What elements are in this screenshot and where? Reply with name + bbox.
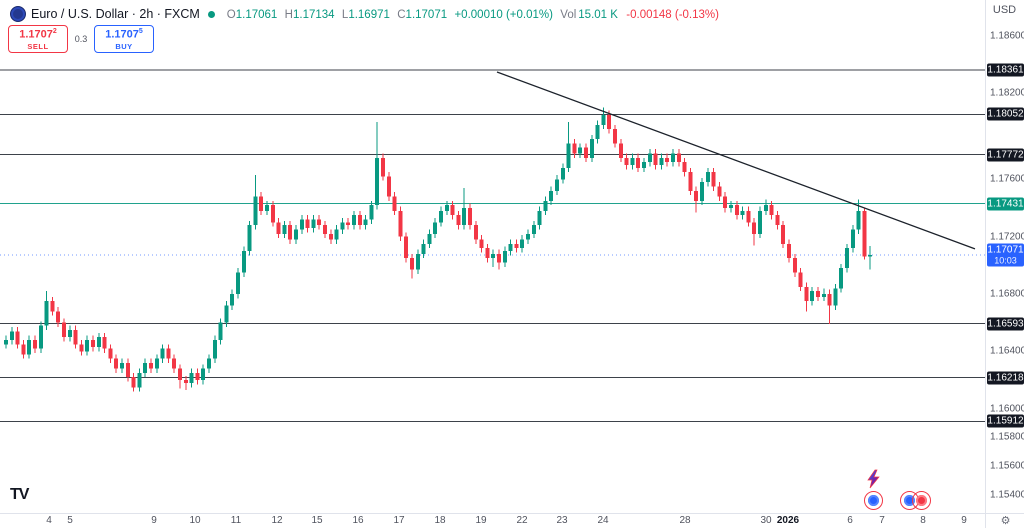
symbol-title[interactable]: Euro / U.S. Dollar · 2h · FXCM: [31, 7, 200, 21]
time-axis-label: 11: [230, 515, 242, 526]
time-axis-label: 19: [475, 515, 487, 526]
trade-panel: 1.17072 SELL 0.3 1.17075 BUY: [8, 25, 154, 53]
time-axis-label: 9: [961, 515, 967, 526]
price-axis-label: 1.17200: [990, 231, 1024, 243]
volume-value: 15.01 K: [578, 9, 618, 21]
time-axis-label: 16: [352, 515, 364, 526]
indicator-badge-dot: [868, 495, 879, 506]
price-axis-label: 1.16000: [990, 403, 1024, 415]
price-badge-dark: 1.15912: [987, 414, 1024, 428]
price-axis-label: 1.17600: [990, 173, 1024, 185]
price-badge-current: 1.17071 10:03: [987, 243, 1024, 267]
low-label: L: [341, 9, 349, 21]
price-axis-label: 1.18600: [990, 30, 1024, 42]
time-axis-label: 7: [879, 515, 885, 526]
chart-legend: Euro / U.S. Dollar · 2h · FXCM O1.17061 …: [10, 6, 719, 22]
price-badge-dark: 1.18361: [987, 63, 1024, 77]
time-axis-label: 22: [516, 515, 528, 526]
price-change: +0.00010 (+0.01%): [454, 9, 553, 21]
price-axis-label: 1.18200: [990, 87, 1024, 99]
time-axis-label: 12: [271, 515, 283, 526]
session-change: -0.00148 (-0.13%): [626, 9, 719, 21]
time-axis-label: 18: [434, 515, 446, 526]
ohlc-values: O1.17061 H1.17134 L1.16971 C1.17071 +0.0…: [223, 7, 719, 21]
symbol-flag-icon: [10, 6, 26, 22]
price-badge-dark: 1.17772: [987, 148, 1024, 162]
indicator-badge-dot: [916, 495, 927, 506]
price-chart[interactable]: [0, 0, 985, 513]
price-badge-dark: 1.18052: [987, 107, 1024, 121]
time-axis-label: 8: [920, 515, 926, 526]
price-axis-label: 1.15800: [990, 431, 1024, 443]
price-badge-green: 1.17431: [987, 197, 1024, 211]
time-axis-label: 30: [760, 515, 772, 526]
axis-settings-gear-icon[interactable]: ⚙: [985, 513, 1024, 528]
tradingview-logo[interactable]: TV: [10, 486, 29, 503]
volume-label: Vol: [560, 9, 577, 21]
price-badge-dark: 1.16218: [987, 371, 1024, 385]
indicator-badge-dot: [904, 495, 915, 506]
indicator-badge-icon[interactable]: [864, 491, 883, 510]
sell-button-label: SELL: [27, 41, 49, 51]
open-value: 1.17061: [235, 9, 278, 21]
time-axis-label: 5: [67, 515, 73, 526]
price-axis-label: 1.15400: [990, 489, 1024, 501]
spread-value: 0.3: [74, 34, 88, 44]
time-axis-label: 10: [189, 515, 201, 526]
market-status-icon: [207, 10, 215, 18]
sell-button[interactable]: 1.17072 SELL: [8, 25, 68, 53]
lightning-bolt-icon[interactable]: [864, 469, 884, 489]
buy-button-label: BUY: [115, 41, 133, 51]
price-axis[interactable]: 1.18600 1.18200 1.17600 1.17200 1.16800 1.164…: [985, 0, 1024, 513]
time-axis-label: 24: [597, 515, 609, 526]
open-label: O: [226, 9, 236, 21]
price-axis-label: 1.16800: [990, 288, 1024, 300]
time-axis-label: 28: [679, 515, 691, 526]
high-value: 1.17134: [292, 9, 335, 21]
time-axis-label: 9: [151, 515, 157, 526]
price-badge-dark: 1.16593: [987, 317, 1024, 331]
indicator-badge-icon[interactable]: [912, 491, 931, 510]
axis-currency-label: USD: [992, 4, 1017, 16]
time-axis[interactable]: 4 5 9 10 11 12 15 16 17 18 19 22 23 24 28 30 2026 6 7 8 9: [0, 513, 985, 528]
buy-button[interactable]: 1.17075 BUY: [94, 25, 154, 53]
close-value: 1.17071: [405, 9, 448, 21]
time-axis-label: 23: [556, 515, 568, 526]
price-axis-label: 1.15600: [990, 460, 1024, 472]
time-axis-label: 2026: [776, 515, 800, 526]
time-axis-label: 17: [393, 515, 405, 526]
close-label: C: [397, 9, 406, 21]
time-axis-label: 15: [311, 515, 323, 526]
high-label: H: [284, 9, 293, 21]
low-value: 1.16971: [348, 9, 390, 21]
bar-countdown: 10:03: [994, 255, 1017, 266]
time-axis-label: 6: [847, 515, 853, 526]
price-axis-label: 1.16400: [990, 345, 1024, 357]
time-axis-label: 4: [46, 515, 52, 526]
